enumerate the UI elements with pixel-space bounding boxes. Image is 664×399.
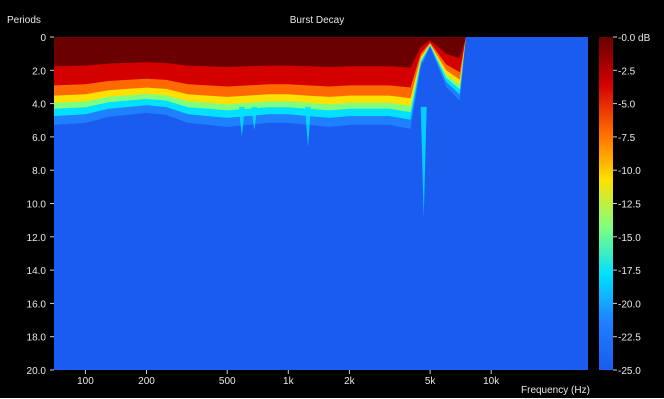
heatmap-layer xyxy=(54,37,588,217)
y-axis: 0 2.0 4.0 6.0 8.0 10.0 12.0 14.0 16.0 18.0 20.0 xyxy=(27,33,54,377)
chart-title: Burst Decay xyxy=(290,15,344,26)
colorbar-axis: -0.0 dB -2.5 -5.0 -7.5 -10.0 -12.5 -15.0 -17.5 -… xyxy=(613,33,651,377)
y-tick-label: 20.0 xyxy=(27,366,47,377)
y-axis-label: Periods xyxy=(7,15,41,26)
colorbar xyxy=(599,37,613,370)
y-tick-label: 2.0 xyxy=(32,66,46,77)
decay-streak xyxy=(251,106,258,131)
y-tick-label: 6.0 xyxy=(32,133,46,144)
y-tick-label: 16.0 xyxy=(27,299,47,310)
x-tick-label: 5k xyxy=(425,376,437,387)
y-tick-label: 4.0 xyxy=(32,100,46,111)
x-axis-label: Frequency (Hz) xyxy=(521,385,590,396)
y-tick-label: 10.0 xyxy=(27,200,47,211)
colorbar-tick-label: -15.0 xyxy=(618,233,641,244)
decay-streak xyxy=(304,106,311,147)
decay-streak xyxy=(420,106,427,217)
x-axis: 100 200 500 1k 2k 5k 10k xyxy=(77,370,500,387)
colorbar-tick-label: -20.0 xyxy=(618,299,641,310)
x-tick-label: 500 xyxy=(219,376,236,387)
y-tick-label: 0 xyxy=(40,33,46,44)
x-tick-label: 100 xyxy=(77,376,94,387)
colorbar-tick-label: -25.0 xyxy=(618,366,641,377)
colorbar-tick-label: -17.5 xyxy=(618,266,641,277)
colorbar-tick-label: -12.5 xyxy=(618,200,641,211)
colorbar-tick-label: -0.0 dB xyxy=(618,33,651,44)
y-tick-label: 18.0 xyxy=(27,333,47,344)
x-tick-label: 2k xyxy=(344,376,356,387)
colorbar-tick-label: -5.0 xyxy=(618,100,636,111)
colorbar-tick-label: -22.5 xyxy=(618,333,641,344)
decay-contour-band xyxy=(54,37,588,68)
y-tick-label: 14.0 xyxy=(27,266,47,277)
colorbar-tick-label: -10.0 xyxy=(618,166,641,177)
y-tick-label: 8.0 xyxy=(32,166,46,177)
colorbar-tick-label: -2.5 xyxy=(618,66,636,77)
colorbar-tick-label: -7.5 xyxy=(618,133,636,144)
decay-streak xyxy=(238,106,245,137)
x-tick-label: 200 xyxy=(138,376,155,387)
y-tick-label: 12.0 xyxy=(27,233,47,244)
x-tick-label: 1k xyxy=(283,376,295,387)
x-tick-label: 10k xyxy=(483,376,500,387)
